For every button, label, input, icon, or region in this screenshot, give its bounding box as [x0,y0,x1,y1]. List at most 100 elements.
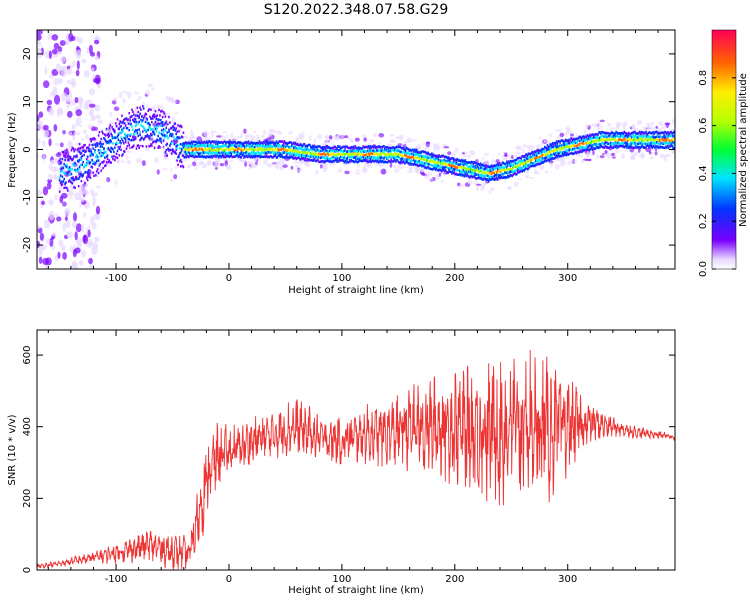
heat-cell [330,148,333,152]
heat-cell [76,240,83,248]
heat-cell [251,156,253,159]
heat-cell [90,140,93,143]
heat-cell [263,146,266,149]
heat-cell [288,130,293,135]
heat-cell [652,138,654,142]
heat-cell [671,141,673,144]
heat-cell [588,158,592,162]
heat-cell [261,148,263,151]
heat-cell [49,237,54,247]
heat-cell [271,156,273,159]
heat-cell [450,157,452,161]
heat-cell [308,158,310,161]
heat-cell [527,160,530,163]
heat-cell [210,149,213,152]
heat-cell [290,152,292,155]
heat-cell [615,134,617,137]
heat-cell [139,106,141,109]
heat-cell [101,152,103,155]
heat-cell [246,141,249,144]
heat-cell [666,131,669,134]
heat-cell [137,144,140,147]
heat-cell [180,160,183,164]
heat-cell [292,154,295,157]
heat-cell [386,157,389,160]
heat-cell [648,144,651,148]
heat-cell [113,158,116,162]
heat-cell [191,142,194,145]
heat-cell [159,131,161,135]
heat-cell [469,171,471,174]
heat-cell [513,162,515,165]
heat-cell [75,121,79,127]
heat-cell [306,147,309,151]
heat-cell [669,145,672,148]
heat-cell [318,149,320,152]
heat-cell [201,155,204,158]
colorbar-tick-label: 0.6 [698,118,709,134]
heat-cell [59,181,62,185]
heat-cell [513,181,519,187]
heat-cell [82,149,84,153]
heat-cell [132,128,134,131]
heat-cell [451,161,454,165]
heat-cell [374,150,376,153]
heat-cell [62,252,67,260]
heat-cell [120,136,122,139]
heat-cell [195,151,197,154]
heat-cell [91,152,94,156]
heat-cell [115,141,118,144]
heat-cell [176,136,178,139]
heat-cell [106,177,111,183]
heat-cell [142,116,145,120]
x-tick-label: -100 [105,574,128,585]
heat-cell [590,142,592,145]
heat-cell [603,135,606,138]
heat-cell [340,158,343,162]
heat-cell [328,135,333,140]
heat-cell [403,141,408,145]
heat-cell [279,140,281,143]
heat-cell [169,127,172,130]
heat-cell [421,155,423,158]
heat-cell [351,149,354,152]
heat-cell [250,151,252,155]
heat-cell [65,164,67,168]
heat-cell [396,145,399,148]
heat-cell [589,147,591,150]
heat-cell [123,137,126,140]
heat-cell [542,161,544,165]
heat-cell [159,114,161,117]
heat-cell [546,154,549,157]
heat-cell [517,171,520,174]
heat-cell [162,139,165,142]
heat-cell [342,150,345,154]
heat-cell [384,155,386,158]
heat-cell [394,157,397,160]
heat-cell [260,155,262,158]
heat-cell [244,141,246,145]
heat-cell [359,156,362,159]
heat-cell [281,159,286,166]
heat-cell [646,144,648,147]
heat-cell [37,120,44,130]
heat-cell [603,142,606,145]
heat-cell [181,164,184,168]
heat-cell [605,138,608,142]
heat-cell [459,169,462,172]
heat-cell [75,36,80,42]
heat-cell [204,148,206,151]
heat-cell [557,153,560,157]
heat-cell [572,144,575,147]
heat-cell [298,156,300,159]
heat-cell [327,150,329,153]
heat-cell [170,140,173,144]
heat-cell [660,141,663,145]
heat-cell [148,145,150,148]
heat-cell [319,156,321,159]
heat-cell [538,149,541,152]
heat-cell [599,146,601,149]
heat-cell [506,161,509,165]
heat-cell [388,134,395,137]
heat-cell [533,162,535,165]
